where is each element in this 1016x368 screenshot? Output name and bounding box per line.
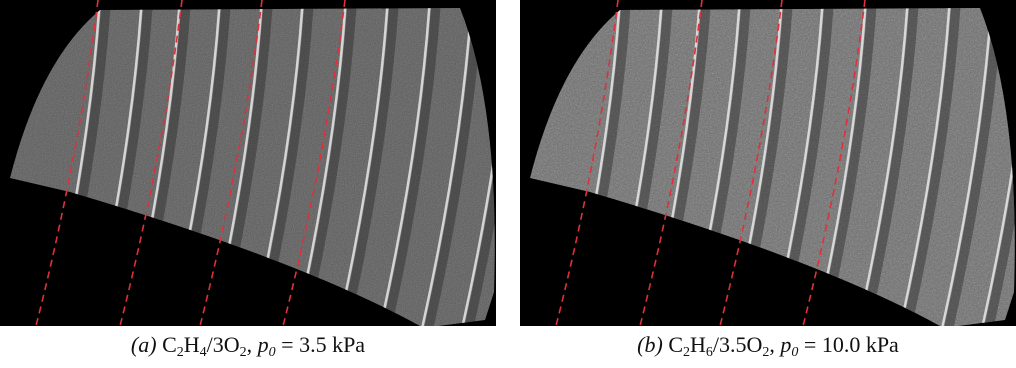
dashed-fit-lines [555,0,866,326]
wave-shadow [859,8,919,326]
pressure-sub: 0 [268,345,276,360]
schlieren-image-b [520,0,1016,326]
schlieren-image-a [0,0,496,326]
wave-fronts [568,8,1015,326]
image-panel-b [520,0,1016,326]
dashed-fit-line [802,0,866,326]
fuel-h: H [690,332,706,357]
pressure-symbol: p [780,332,792,357]
panel-label: (b) [637,332,663,357]
wave-front [378,8,432,326]
wave-front [940,8,994,326]
fuel: C [162,332,177,357]
ox-sub: 2 [762,345,770,360]
pressure-sub: 0 [791,345,799,360]
caption-a: (a) C2H4/3O2, p0 = 3.5 kPa [130,332,366,360]
image-panel-a [0,0,496,326]
wave-shadow [339,8,399,326]
fuel-sub1: 2 [683,345,690,360]
dashed-fit-lines [35,0,346,326]
fuel-sub2: 6 [705,345,713,360]
fuel-sub2: 4 [199,345,207,360]
dashed-fit-line [639,0,703,326]
pressure-value: = 3.5 kPa [281,332,366,357]
wave-front [420,8,474,326]
ox-sub: 2 [239,345,247,360]
caption-b: (b) C2H6/3.5O2, p0 = 10.0 kPa [637,332,899,360]
wave-front [336,8,390,326]
dashed-fit-line [719,0,783,326]
pressure-symbol: p [257,332,269,357]
fuel: C [668,332,683,357]
fuel-sub1: 2 [176,345,184,360]
dashed-fit-line [199,0,263,326]
panel-label: (a) [130,332,157,357]
dashed-fit-line [35,0,99,326]
pressure-value: = 10.0 kPa [803,332,899,357]
fuel-h: H [183,332,200,357]
wave-shadow [901,8,961,326]
oxidizer: 3.5O [719,332,763,357]
wave-shadow [983,8,1015,326]
wave-front [898,8,952,326]
dashed-fit-line [555,0,619,326]
wave-front [856,8,910,326]
dashed-fit-line [282,0,346,326]
wave-shadow [463,8,495,326]
dashed-fit-line [119,0,183,326]
oxidizer: 3O [212,332,240,357]
wave-shadow [381,8,441,326]
